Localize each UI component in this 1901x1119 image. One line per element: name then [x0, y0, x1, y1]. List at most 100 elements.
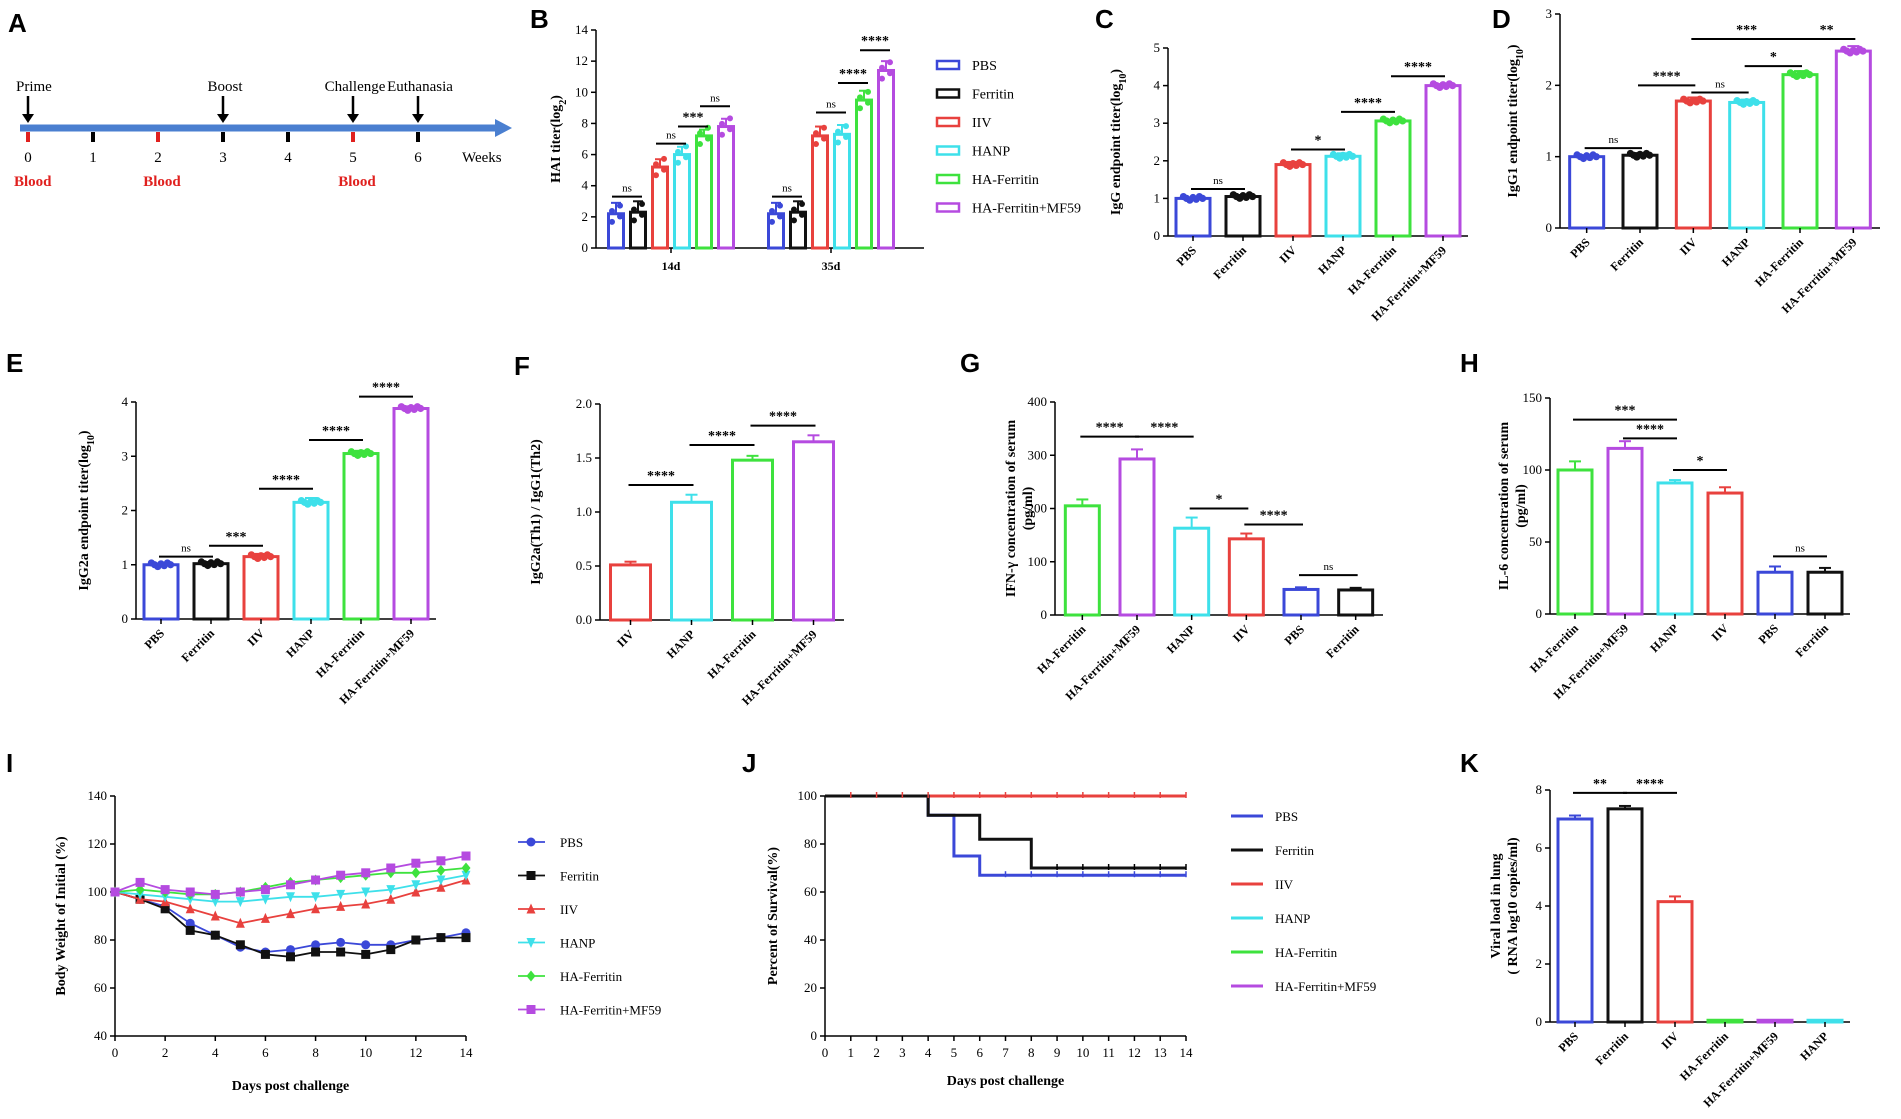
data-point [361, 940, 371, 950]
bar-HA-Ferritin [1706, 1018, 1744, 1024]
y-axis-label: IgG endpoint titer(log10) [1109, 69, 1129, 215]
y-tick-label: 1.5 [576, 450, 592, 465]
x-tick-label: 12 [409, 1045, 422, 1060]
y-axis-label: IFN-γ concentration of serum (pg/ml) [1004, 420, 1036, 598]
data-point [661, 166, 667, 173]
bar-PBS [142, 563, 180, 621]
data-point [526, 903, 536, 914]
significance-1-label: **** [708, 429, 736, 444]
data-point [675, 159, 681, 166]
data-point [336, 870, 346, 880]
data-point [411, 935, 421, 945]
data-point [185, 925, 195, 935]
data-point [526, 970, 536, 982]
data-point [1399, 117, 1407, 125]
y-tick-label: 4 [582, 178, 589, 193]
data-point [386, 945, 396, 955]
x-tick-label: IIV [1677, 235, 1700, 258]
data-point [235, 887, 245, 897]
data-point [617, 202, 623, 209]
significance-2-label: * [1216, 493, 1223, 508]
data-point [609, 218, 615, 225]
legend-label: Ferritin [972, 88, 1014, 103]
y-tick-label: 20 [804, 980, 817, 995]
data-point [361, 949, 371, 959]
y-tick-label: 120 [88, 836, 108, 851]
data-point [639, 201, 645, 208]
data-point [609, 208, 615, 215]
x-tick-label: 35d [822, 259, 841, 273]
y-axis-label: IL-6 concentration of serum (pg/ml) [1497, 421, 1529, 590]
data-point [843, 123, 849, 130]
y-tick-label: 140 [88, 788, 108, 803]
data-point [461, 933, 471, 943]
significance-7-label: **** [861, 34, 889, 49]
y-tick-label: 400 [1028, 394, 1048, 409]
significance-3-label: * [1770, 50, 1777, 65]
bar-HA-Ferritin+MF59 [1118, 457, 1156, 617]
bar-HA-Ferritin [342, 452, 380, 621]
panel-letter: C [1095, 4, 1114, 34]
data-point [311, 947, 321, 957]
data-point [286, 880, 295, 890]
week-tick [221, 132, 225, 142]
data-point [843, 134, 849, 141]
bar-HANP [1656, 481, 1694, 616]
data-point [526, 837, 536, 847]
panel-letter: H [1460, 348, 1479, 378]
bar-HA-Ferritin+MF59 [1606, 446, 1644, 616]
x-tick-label: 10 [359, 1045, 372, 1060]
bar-HA-Ferritin [731, 458, 774, 622]
bar-IIV-14d [651, 165, 669, 250]
bar-Ferritin [1621, 153, 1659, 230]
y-tick-label: 1 [1546, 149, 1553, 164]
bar-IIV [242, 555, 280, 621]
legend-label: Ferritin [560, 869, 599, 884]
y-tick-label: 2 [1536, 956, 1543, 971]
x-tick-label: Ferritin [1592, 1029, 1631, 1068]
data-point [683, 154, 689, 161]
data-point [727, 126, 733, 133]
bar-PBS [1568, 155, 1606, 230]
panel-letter: D [1492, 4, 1511, 34]
y-tick-label: 200 [1028, 501, 1048, 516]
bar-Ferritin [1224, 195, 1262, 238]
panel-A: A 0 1 2 3 4 5 6 Weeks Prime Boost Challenge Euthanas… [8, 8, 512, 190]
data-point [799, 211, 805, 218]
significance-0-label: *** [1615, 404, 1636, 419]
data-point [286, 908, 295, 919]
significance-6-label: **** [839, 67, 867, 82]
y-tick-label: 0 [122, 611, 129, 626]
data-point [813, 130, 819, 137]
x-tick-label: 10 [1076, 1045, 1089, 1060]
data-point [311, 903, 321, 914]
bar-HANP [1806, 1018, 1844, 1024]
y-tick-label: 14 [575, 22, 589, 37]
bar-HA-Ferritin+MF59 [1834, 49, 1872, 230]
legend-label: PBS [560, 835, 583, 850]
y-tick-label: 0 [1536, 1014, 1543, 1029]
x-tick-label: HA-Ferritin [704, 627, 758, 681]
significance-2-label: **** [272, 473, 300, 488]
panel-letter: A [8, 8, 27, 38]
x-tick-label: 13 [1154, 1045, 1167, 1060]
bar-IIV [1706, 491, 1744, 616]
data-point [461, 870, 471, 881]
legend-label: Ferritin [1275, 843, 1314, 858]
bar-PBS [1756, 570, 1794, 616]
x-tick-label: 14d [662, 259, 681, 273]
data-point [821, 135, 827, 142]
y-tick-label: 0 [1546, 220, 1553, 235]
x-tick-label: 0 [112, 1045, 119, 1060]
data-point [1449, 82, 1457, 90]
data-point [411, 880, 421, 891]
bar-HANP-14d [673, 153, 691, 250]
x-tick-label: 3 [899, 1045, 906, 1060]
data-point [160, 885, 170, 895]
significance-0-label: ** [1593, 777, 1607, 792]
y-tick-label: 40 [94, 1028, 107, 1043]
data-point [210, 889, 220, 899]
